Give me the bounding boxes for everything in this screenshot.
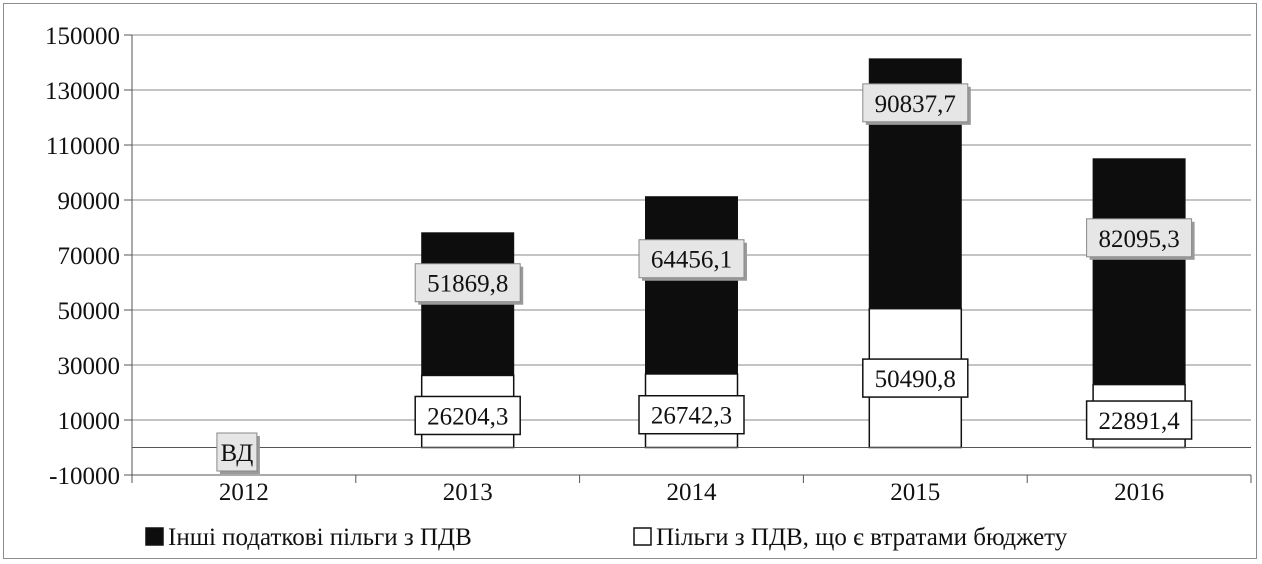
data-label-budget-losses: 26742,3	[638, 394, 745, 435]
y-tick-label: 70000	[58, 243, 121, 270]
y-tick-label: 90000	[58, 188, 121, 215]
svg-text:26742,3: 26742,3	[651, 403, 732, 430]
x-tick-label: 2016	[1114, 479, 1164, 506]
svg-text:90837,7: 90837,7	[875, 91, 956, 118]
legend-swatch	[145, 527, 164, 546]
data-labels: ВД 26204,3 51869,8 26742,3 64456,1 50490,8 908…	[216, 83, 1195, 474]
data-label-other-benefits: 64456,1	[638, 239, 747, 281]
legend-item: Інші податкові пільги з ПДВ	[145, 524, 472, 551]
data-label-budget-losses: 26204,3	[414, 395, 521, 436]
svg-text:22891,4: 22891,4	[1098, 408, 1180, 435]
legend: Інші податкові пільги з ПДВ Пільги з ПДВ,…	[145, 524, 1068, 551]
legend-item: Пільги з ПДВ, що є втратами бюджету	[633, 524, 1068, 551]
svg-text:ВД: ВД	[221, 440, 254, 467]
data-label-other-benefits: 51869,8	[414, 263, 524, 305]
svg-text:64456,1: 64456,1	[651, 247, 732, 274]
bar-segment-other-benefits	[1092, 158, 1186, 386]
y-tick-label: 130000	[45, 78, 120, 105]
svg-text:82095,3: 82095,3	[1098, 226, 1179, 253]
y-tick-label: 30000	[58, 353, 121, 380]
x-tick-label: 2014	[667, 479, 718, 506]
legend-label: Пільги з ПДВ, що є втратами бюджету	[656, 524, 1068, 551]
svg-text:26204,3: 26204,3	[427, 403, 508, 430]
legend-swatch	[633, 527, 652, 546]
legend-label: Інші податкові пільги з ПДВ	[168, 524, 472, 551]
x-tick-label: 2012	[219, 479, 269, 506]
data-label-budget-losses: 50490,8	[862, 358, 969, 398]
y-tick-label: 150000	[45, 23, 120, 50]
svg-text:50490,8: 50490,8	[875, 366, 956, 393]
chart-frame	[3, 3, 1257, 559]
y-tick-label: 110000	[46, 133, 120, 160]
data-label-budget-losses: 22891,4	[1085, 400, 1193, 440]
data-label-other-benefits: 90837,7	[862, 83, 971, 125]
x-tick-label: 2015	[890, 479, 940, 506]
svg-text:51869,8: 51869,8	[427, 271, 508, 298]
y-tick-label: 10000	[58, 408, 121, 435]
y-tick-label: 50000	[58, 298, 121, 325]
bar-segment-other-benefits	[645, 196, 738, 375]
data-label-no-data: ВД	[216, 432, 260, 474]
x-tick-label: 2013	[443, 479, 493, 506]
axes: 150000 130000 110000 90000 70000 50000 30000 10…	[45, 23, 1252, 506]
y-tick-label: -10000	[49, 463, 120, 490]
data-label-other-benefits: 82095,3	[1086, 218, 1195, 260]
bars	[420, 58, 1186, 449]
